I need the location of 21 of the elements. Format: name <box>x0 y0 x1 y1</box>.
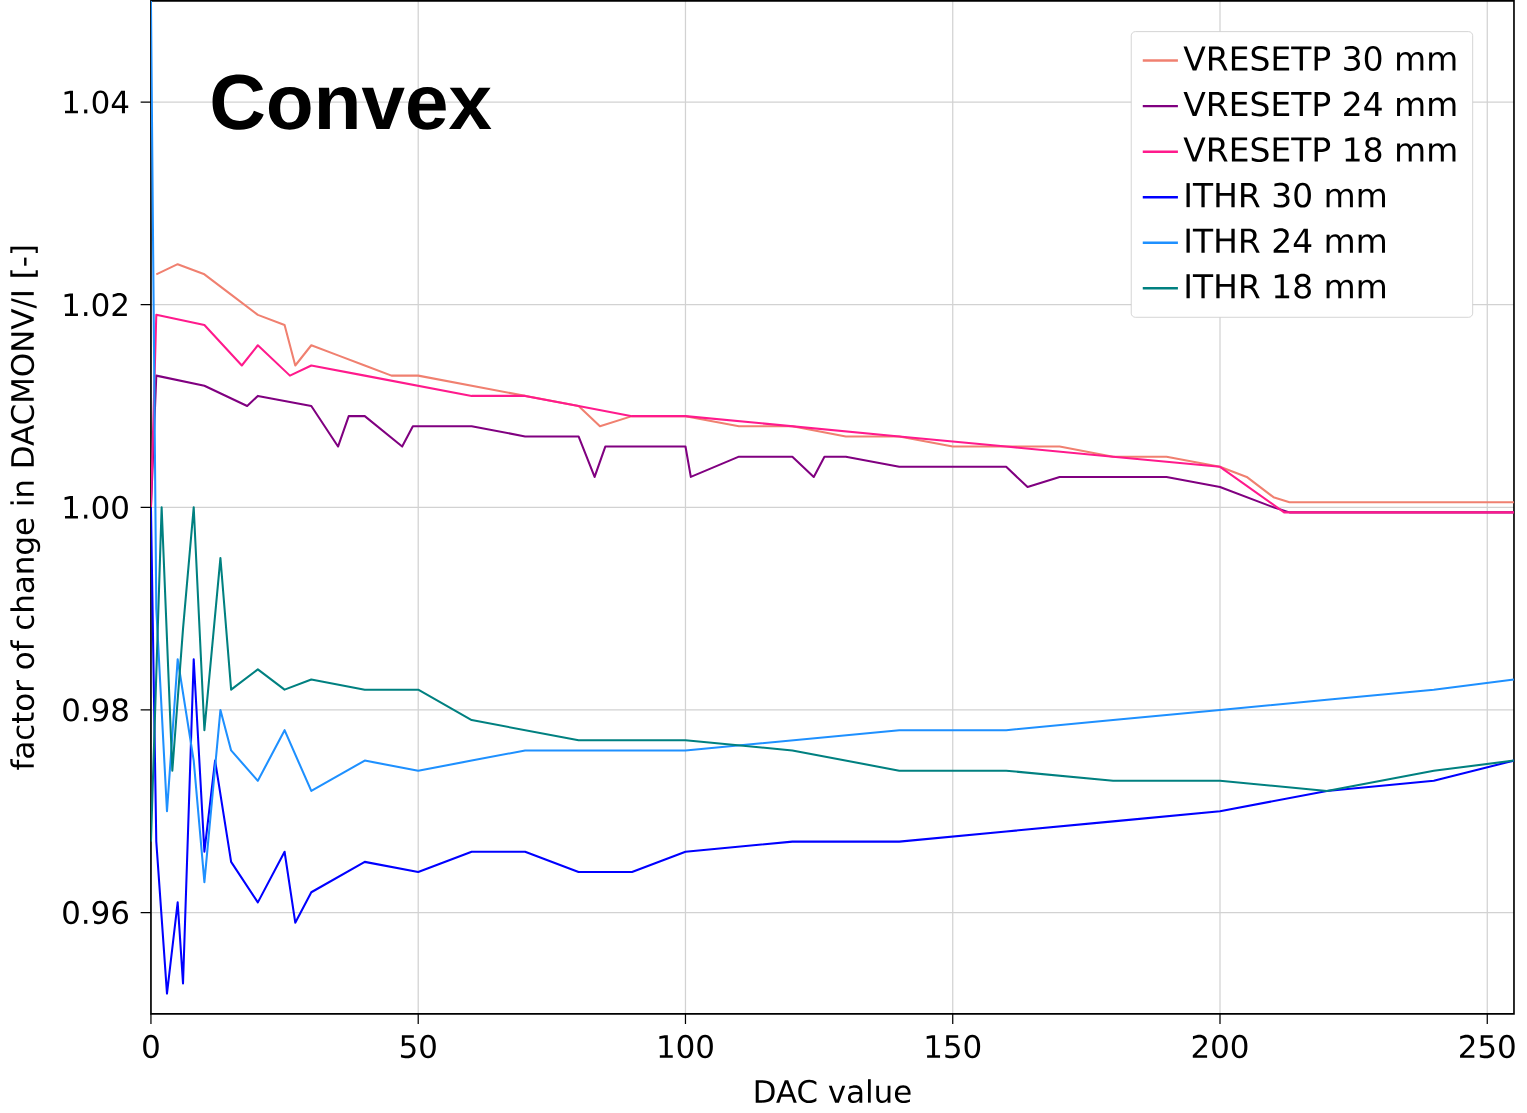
y-tick-label: 0.96 <box>63 900 128 925</box>
legend-label: ITHR 18 mm <box>1186 273 1385 299</box>
y-tick-label: 0.98 <box>63 698 128 722</box>
line-series <box>150 506 1514 995</box>
legend-label: VRESETP 30 mm <box>1183 45 1456 71</box>
x-tick-label: 0 <box>143 1034 159 1059</box>
legend-label: ITHR 24 mm <box>1186 228 1385 253</box>
legend-label: ITHR 30 mm <box>1186 182 1385 208</box>
x-tick-label: 150 <box>926 1034 981 1059</box>
y-tick-label: 1.00 <box>64 495 128 519</box>
annotation: Convex <box>212 74 492 130</box>
x-tick-label: 250 <box>1460 1034 1515 1059</box>
y-tick-label: 1.04 <box>64 90 129 114</box>
x-tick-label: 50 <box>400 1034 436 1059</box>
x-tick-label: 100 <box>659 1034 713 1059</box>
legend-label: VRESETP 18 mm <box>1183 136 1456 162</box>
x-axis-title: DAC value <box>755 1079 911 1103</box>
legend-label: VRESETP 24 mm <box>1183 91 1456 117</box>
y-tick-label: 1.02 <box>64 292 127 317</box>
x-tick-label: 200 <box>1192 1034 1248 1059</box>
y-axis-title: factor of change in DACMONV/I [-] <box>10 246 41 770</box>
